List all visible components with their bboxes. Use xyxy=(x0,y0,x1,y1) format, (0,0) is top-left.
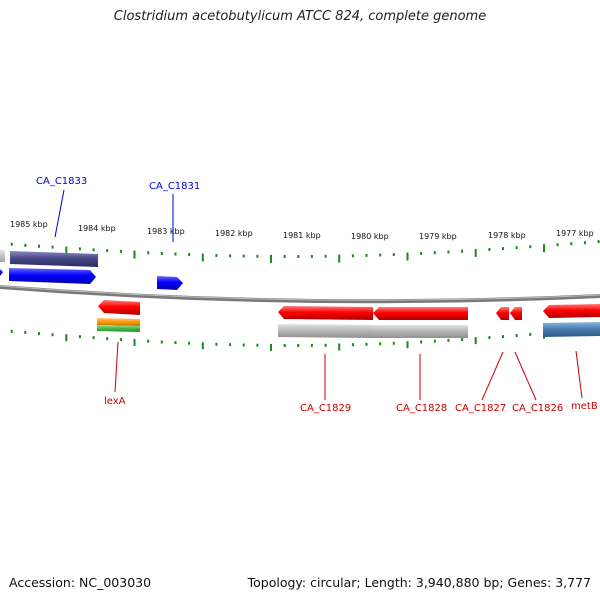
gene-metb[interactable] xyxy=(543,304,600,318)
kbp-label-1984: 1984 kbp xyxy=(78,224,116,233)
genome-backbone-highlight xyxy=(0,285,600,301)
accession-text: Accession: NC_003030 xyxy=(9,575,152,590)
gene-label-ca-c1831[interactable]: CA_C1831 xyxy=(149,181,200,192)
gene-lexa-orange[interactable] xyxy=(97,318,140,326)
kbp-label-1982: 1982 kbp xyxy=(215,229,253,238)
leader-metb xyxy=(575,350,583,399)
gene-label-metb[interactable]: metB xyxy=(571,401,598,412)
gene-ca-c1829[interactable] xyxy=(278,306,373,320)
gene-ca-c1828-gray[interactable] xyxy=(373,325,468,338)
gene-ca-c1826[interactable] xyxy=(510,307,522,320)
gene-ca-c1828[interactable] xyxy=(373,307,468,320)
kbp-label-1979: 1979 kbp xyxy=(419,232,457,241)
gene-forward-edge-left[interactable] xyxy=(0,269,3,276)
gene-gray-edge-left xyxy=(0,250,5,262)
genome-backbone xyxy=(0,285,600,304)
kbp-label-1983: 1983 kbp xyxy=(147,227,185,236)
gene-label-ca-c1829[interactable]: CA_C1829 xyxy=(300,403,351,414)
gene-ca-c1827[interactable] xyxy=(496,307,509,320)
gene-metb-steel[interactable] xyxy=(543,322,600,337)
label-leader-lines xyxy=(54,189,583,401)
gene-lexa[interactable] xyxy=(98,300,140,315)
genome-summary-text: Topology: circular; Length: 3,940,880 bp… xyxy=(247,575,591,590)
gene-label-ca-c1828[interactable]: CA_C1828 xyxy=(396,403,447,414)
kbp-label-1978: 1978 kbp xyxy=(488,231,526,240)
gene-label-ca-c1827[interactable]: CA_C1827 xyxy=(455,403,506,414)
kbp-label-1981: 1981 kbp xyxy=(283,231,321,240)
gene-label-ca-c1826[interactable]: CA_C1826 xyxy=(512,403,563,414)
gene-ca-c1829-gray[interactable] xyxy=(278,324,373,338)
leader-ca-c1833 xyxy=(54,189,65,238)
kbp-label-1977: 1977 kbp xyxy=(556,229,594,238)
gene-label-ca-c1833[interactable]: CA_C1833 xyxy=(36,176,87,187)
gene-ca-c1832[interactable] xyxy=(9,268,96,284)
kbp-label-1980: 1980 kbp xyxy=(351,232,389,241)
leader-ca-c1827 xyxy=(481,351,504,401)
forward-scale-ticks xyxy=(10,240,600,263)
leader-lexa xyxy=(114,341,119,393)
gene-ca-c1833[interactable] xyxy=(10,251,98,267)
map-title: Clostridium acetobutylicum ATCC 824, com… xyxy=(113,9,487,24)
gene-ca-c1831[interactable] xyxy=(157,276,183,290)
leader-ca-c1826 xyxy=(514,351,537,401)
gene-label-lexa[interactable]: lexA xyxy=(104,396,126,407)
kbp-label-1985: 1985 kbp xyxy=(10,220,48,229)
gene-lexa-green[interactable] xyxy=(97,325,140,332)
